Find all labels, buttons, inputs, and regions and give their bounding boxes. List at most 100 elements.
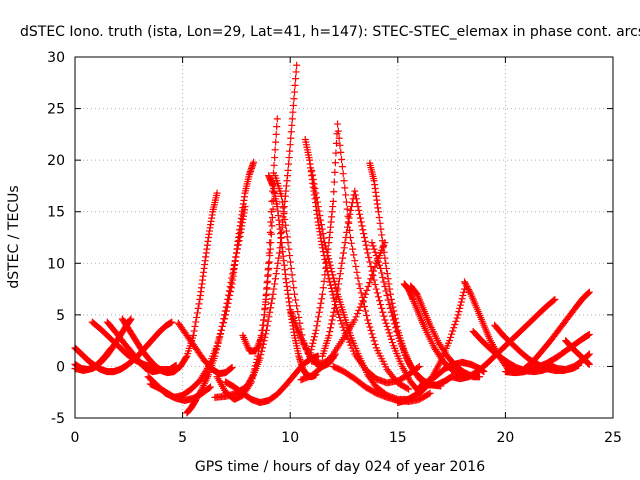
data-point-marker [220,315,228,323]
data-point-marker [192,318,200,326]
data-point-marker [388,339,396,347]
data-point-marker [370,245,378,253]
data-point-marker [193,313,201,321]
data-point-marker [319,284,327,292]
data-point-marker [319,230,327,238]
data-point-marker [371,248,379,256]
data-point-marker [213,189,221,197]
x-tick-label: 15 [389,430,407,446]
data-point-marker [221,307,229,315]
data-point-marker [375,214,383,222]
series-arc [544,350,593,374]
data-point-marker [230,261,238,269]
data-point-marker [381,282,389,290]
data-point-marker [328,268,336,276]
data-point-marker [458,295,466,303]
data-point-marker [387,290,395,298]
data-point-marker [282,221,290,229]
data-point-marker [318,225,326,233]
data-point-marker [351,187,359,195]
data-point-marker [389,316,397,324]
data-point-marker [285,245,293,253]
data-point-marker [330,277,338,285]
data-point-marker [355,306,363,314]
data-point-marker [463,282,471,290]
data-point-marker [320,277,328,285]
data-point-marker [337,264,345,272]
data-point-marker [330,308,338,316]
data-point-marker [316,212,324,220]
data-point-marker [330,274,338,282]
data-point-marker [225,291,233,299]
data-point-marker [264,277,272,285]
data-point-marker [225,287,233,295]
data-point-marker [206,384,213,392]
data-point-marker [364,316,372,324]
data-point-marker [191,322,199,330]
data-point-marker [324,245,332,253]
data-point-marker [353,310,361,318]
data-point-marker [307,346,315,354]
data-point-marker [349,245,357,253]
data-point-marker [327,281,335,289]
data-point-marker [127,315,135,323]
data-point-marker [345,338,353,346]
data-point-marker [214,339,222,347]
data-point-marker [272,138,280,146]
data-point-marker [367,263,375,271]
data-point-marker [386,285,394,293]
data-point-marker [374,293,382,301]
data-point-marker [373,289,381,297]
data-point-marker [189,331,197,339]
data-point-marker [457,298,465,306]
data-point-marker [377,264,385,272]
data-point-marker [378,304,386,312]
data-point-marker [387,295,395,303]
data-point-marker [585,360,593,368]
data-point-marker [365,253,373,261]
data-point-marker [267,239,275,247]
data-point-marker [445,337,453,345]
data-point-marker [352,313,360,321]
data-point-marker [372,285,380,293]
data-point-marker [107,345,115,353]
y-axis-label: dSTEC / TECUs [6,185,22,288]
data-point-marker [359,297,367,305]
data-point-marker [190,327,198,335]
data-point-marker [283,233,291,241]
data-point-marker [343,223,351,231]
data-point-marker [292,296,300,304]
data-point-marker [270,161,278,169]
data-point-marker [271,275,279,283]
data-point-marker [339,323,347,331]
data-point-marker [341,239,349,247]
data-point-marker [364,249,372,257]
data-point-marker [213,342,221,350]
series-arc [368,239,445,390]
data-point-marker [382,319,390,327]
data-point-marker [585,330,593,338]
data-point-marker [585,351,593,359]
data-point-marker [342,198,350,206]
data-point-marker [263,290,271,298]
y-tick-label: 10 [47,256,65,272]
data-point-marker [320,234,328,242]
data-point-marker [367,326,375,334]
series-arc [318,187,423,396]
data-point-marker [367,275,375,283]
data-point-marker [347,206,355,214]
data-point-marker [168,318,176,326]
data-point-marker [318,290,326,298]
series-arc [297,239,389,384]
data-point-marker [369,242,377,250]
data-point-marker [337,148,345,156]
data-point-marker [449,327,457,335]
data-point-marker [341,184,349,192]
data-point-marker [321,271,329,279]
data-point-marker [314,313,322,321]
data-point-marker [309,171,317,179]
data-point-marker [273,123,281,131]
data-point-marker [437,382,445,390]
series-arc [174,319,236,378]
data-point-marker [284,166,292,174]
